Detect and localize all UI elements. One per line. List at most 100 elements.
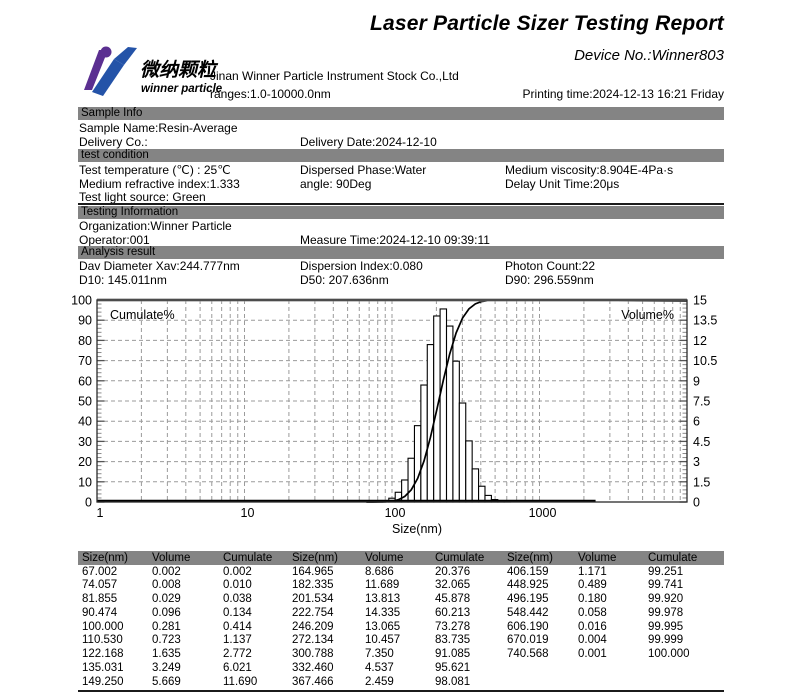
table-cell: 222.754 [292,606,334,619]
table-cell: 149.250 [82,675,124,688]
plot-border [96,299,688,503]
y-axis-left-tick-label: 60 [78,374,92,388]
table-cell: 0.723 [152,634,181,647]
d50-value: D50: 207.636nm [300,273,389,287]
d90-value: D90: 296.559nm [505,273,594,287]
y-axis-right-tick-label: 6 [693,415,700,429]
table-cell: 164.965 [292,565,334,578]
device-no: Device No.:Winner803 [574,47,724,64]
y-axis-left-tick-label: 0 [85,496,92,510]
dav-diameter: Dav Diameter Xav:244.777nm [79,259,240,273]
volume-bar [458,402,467,503]
table-header-row: Size(nm) Volume Cumulate Size(nm) Volume Cumu… [78,551,724,565]
section-header-analysis-result: Analysis result [78,246,724,259]
table-cell: 14.335 [365,606,401,619]
table-cell: 548.442 [507,606,549,619]
results-table: Size(nm) Volume Cumulate Size(nm) Volume Cumu… [78,551,724,689]
table-header-cell: Cumulate [223,551,273,564]
table-header-cell: Cumulate [435,551,485,564]
analysis-row: Dav Diameter Xav:244.777nm Dispersion In… [78,259,724,273]
table-cell: 740.568 [507,648,549,661]
volume-bar [439,308,448,503]
section-divider [78,203,724,205]
table-cell: 45.878 [435,593,471,606]
table-header-cell: Volume [365,551,404,564]
table-cell: 83.735 [435,634,471,647]
table-cell: 4.537 [365,662,394,675]
table-cell: 332.460 [292,662,334,675]
table-cell: 0.281 [152,620,181,633]
table-header-cell: Cumulate [648,551,698,564]
table-cell: 13.813 [365,593,401,606]
measure-time: Measure Time:2024-12-10 09:39:11 [300,233,490,247]
table-bottom-rule [78,690,724,692]
table-cell: 32.065 [435,579,471,592]
y-axis-right-tick-label: 9 [693,374,700,388]
table-cell: 0.489 [578,579,607,592]
table-cell: 0.016 [578,620,607,633]
section-header-sample-info: Sample Info [78,107,724,120]
x-axis-tick-label: 1 [97,506,104,520]
dispersion-index: Dispersion Index:0.080 [300,259,423,273]
volume-bar [407,457,415,503]
table-row: 135.031 3.249 6.021 332.460 4.537 95.621 [78,662,724,676]
y-axis-left-tick-label: 50 [78,395,92,409]
light-source: Test light source: Green [79,190,206,204]
table-cell: 0.414 [223,620,252,633]
table-cell: 67.002 [82,565,118,578]
table-cell: 0.002 [223,565,252,578]
table-row: 122.168 1.635 2.772 300.788 7.350 91.085 740.5… [78,648,724,662]
y-axis-left-tick-label: 100 [72,294,92,308]
table-header-cell: Volume [578,551,617,564]
table-cell: 81.855 [82,593,118,606]
analysis-row: D10: 145.011nm D50: 207.636nm D90: 296.5… [78,273,724,287]
table-cell: 98.081 [435,675,471,688]
y-axis-left-tick-label: 80 [78,334,92,348]
table-cell: 272.134 [292,634,334,647]
table-cell: 496.195 [507,593,549,606]
table-cell: 74.057 [82,579,118,592]
table-cell: 99.741 [648,579,684,592]
table-cell: 99.251 [648,565,684,578]
y-axis-left-tick-label: 70 [78,354,92,368]
delivery-date: Delivery Date:2024-12-10 [300,135,437,149]
y-axis-left-tick-label: 40 [78,415,92,429]
table-cell: 406.159 [507,565,549,578]
table-row: 67.002 0.002 0.002 164.965 8.686 20.376 406.15… [78,565,724,579]
y-axis-left-tick-label: 90 [78,314,92,328]
table-cell: 13.065 [365,620,401,633]
volume-bar [413,425,422,503]
y-axis-right-tick-label: 15 [693,294,707,308]
test-condition-row: Medium refractive index:1.333 angle: 90D… [78,177,724,191]
table-cell: 7.350 [365,648,394,661]
table-cell: 606.190 [507,620,549,633]
ranges-line: ranges:1.0-10000.0nm [210,87,331,101]
logo-brand-cn: 微纳颗粒 [140,59,219,81]
table-cell: 300.788 [292,648,334,661]
table-cell: 122.168 [82,648,124,661]
test-condition-row: Test temperature (℃) : 25℃ Dispersed Pha… [78,163,724,177]
x-axis-tick-label: 100 [385,506,406,520]
table-cell: 2.772 [223,648,252,661]
test-condition-row: Test light source: Green [78,190,724,204]
table-cell: 6.021 [223,662,252,675]
medium-viscosity: Medium viscosity:8.904E-4Pa·s [505,163,674,177]
table-cell: 0.134 [223,606,252,619]
table-cell: 367.466 [292,675,334,688]
table-cell: 8.686 [365,565,394,578]
y-axis-right-tick-label: 12 [693,334,707,348]
refractive-index: Medium refractive index:1.333 [79,177,240,191]
table-cell: 110.530 [82,634,123,647]
table-row: 110.530 0.723 1.137 272.134 10.457 83.735 670.… [78,634,724,648]
table-cell: 182.335 [292,579,334,592]
table-cell: 0.058 [578,606,607,619]
table-cell: 5.669 [152,675,181,688]
sample-info-row: Sample Name:Resin-Average [78,121,724,135]
dispersed-phase: Dispersed Phase:Water [300,163,427,177]
operator: Operator:001 [79,233,150,247]
table-cell: 0.038 [223,593,252,606]
y-axis-left-tick-label: 10 [78,475,92,489]
d10-value: D10: 145.011nm [79,273,167,287]
table-cell: 0.180 [578,593,607,606]
